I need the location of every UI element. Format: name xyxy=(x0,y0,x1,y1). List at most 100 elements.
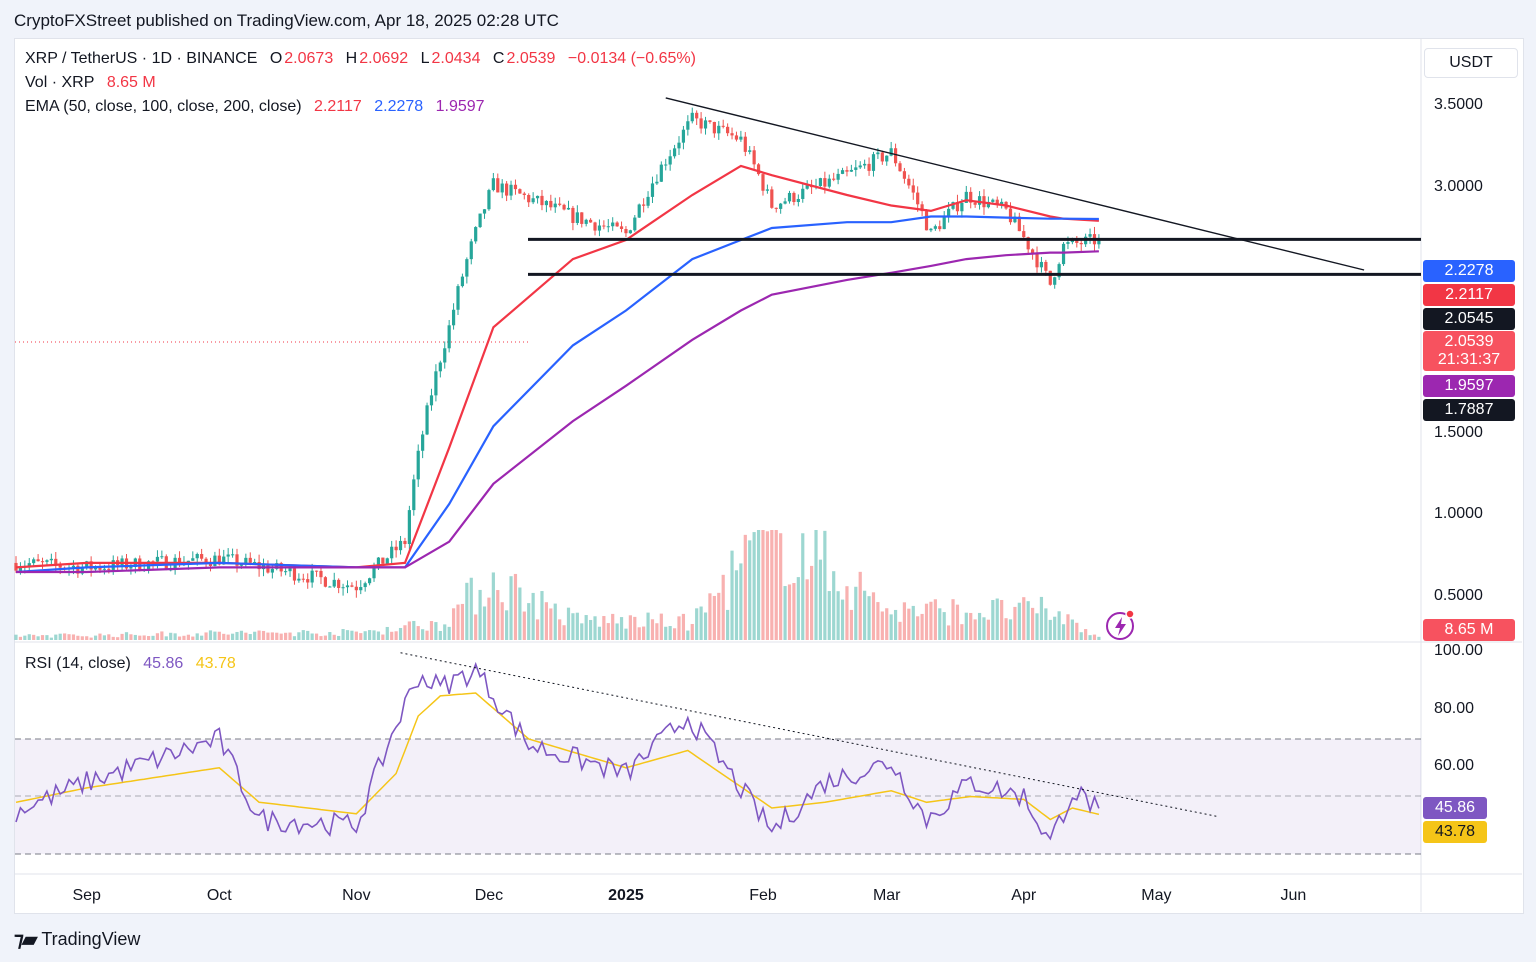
volume-bar xyxy=(761,530,765,640)
volume-bar xyxy=(217,631,221,640)
candle-body xyxy=(301,578,305,580)
candle-body xyxy=(655,181,659,184)
volume-bar xyxy=(40,635,45,640)
volume-bar xyxy=(986,619,990,640)
candle-body xyxy=(328,586,332,588)
ema50-badge: 2.2117 xyxy=(1423,284,1515,306)
candle-body xyxy=(306,579,310,583)
candle-body xyxy=(602,225,606,227)
candle-body xyxy=(995,199,999,205)
volume-bar xyxy=(991,600,995,640)
volume-bar xyxy=(398,627,403,640)
price-tick: 3.5000 xyxy=(1434,96,1483,113)
volume-bar xyxy=(558,619,562,640)
candle-body xyxy=(827,178,831,187)
volume-bar xyxy=(177,636,182,640)
candle-body xyxy=(45,560,49,562)
candle-body xyxy=(394,546,398,551)
volume-bar xyxy=(314,633,319,640)
candle-body xyxy=(871,154,876,171)
volume-bar xyxy=(124,632,129,640)
candle-body xyxy=(1066,242,1070,244)
volume-bar xyxy=(898,621,902,640)
volume-bar xyxy=(562,625,566,640)
volume-bar xyxy=(266,632,270,640)
candle-body xyxy=(76,565,80,574)
candle-body xyxy=(748,150,752,152)
rsi-tick: 100.00 xyxy=(1434,642,1483,659)
volume-bar xyxy=(465,582,469,640)
volume-bar xyxy=(195,633,199,640)
candle-body xyxy=(284,571,288,573)
candle-body xyxy=(624,228,628,234)
chart-frame[interactable] xyxy=(14,38,1524,914)
volume-bar xyxy=(659,613,663,640)
candle-body xyxy=(1008,208,1013,223)
currency-selector[interactable]: USDT xyxy=(1424,48,1518,78)
candle-body xyxy=(1044,261,1048,271)
candle-body xyxy=(421,434,425,451)
volume-bar xyxy=(89,637,93,640)
candle-body xyxy=(650,183,655,197)
volume-bar xyxy=(425,630,429,640)
candle-body xyxy=(275,563,279,569)
candle-body xyxy=(734,135,739,140)
volume-bar xyxy=(270,632,274,640)
volume-bar xyxy=(186,634,190,640)
volume-bar xyxy=(49,637,53,640)
candle-body xyxy=(288,568,292,572)
volume-bar xyxy=(1075,622,1079,640)
volume-bar xyxy=(1022,597,1026,640)
time-label: Nov xyxy=(342,887,370,904)
candle-body xyxy=(230,554,235,556)
candle-body xyxy=(438,362,442,372)
candle-body xyxy=(955,202,960,212)
volume-bar xyxy=(284,632,288,640)
candle-body xyxy=(774,207,778,209)
candle-body xyxy=(323,577,327,587)
volume-bar xyxy=(36,636,40,640)
volume-bar xyxy=(1053,616,1057,640)
volume-bar xyxy=(239,630,244,640)
lightning-icon[interactable] xyxy=(1106,609,1135,640)
candle-body xyxy=(544,200,548,206)
volume-bar xyxy=(544,602,548,640)
candle-body xyxy=(332,579,336,587)
candle-body xyxy=(1022,231,1026,238)
price-trendline xyxy=(665,97,1365,271)
candle-body xyxy=(429,395,434,406)
candlesticks xyxy=(14,107,1101,598)
candle-body xyxy=(765,189,769,191)
rsi-ma-badge: 43.78 xyxy=(1423,821,1487,843)
volume-bar xyxy=(717,592,721,640)
volume-bar xyxy=(1004,618,1008,640)
candle-body xyxy=(854,167,858,170)
volume-bar xyxy=(1066,614,1070,640)
candle-body xyxy=(1061,243,1066,265)
volume-bar xyxy=(447,626,451,640)
candle-body xyxy=(991,199,995,202)
candle-body xyxy=(885,155,889,162)
tradingview-logo[interactable]: ⁊▰ TradingView xyxy=(14,929,141,951)
time-label: Jun xyxy=(1280,887,1306,904)
candle-body xyxy=(699,118,703,129)
volume-bar xyxy=(942,612,946,640)
candle-body xyxy=(553,203,557,208)
candle-body xyxy=(368,578,372,584)
ema200-badge: 1.9597 xyxy=(1423,375,1515,397)
candle-body xyxy=(1026,237,1030,250)
volume-bar xyxy=(496,590,500,640)
volume-bar xyxy=(98,633,102,640)
volume-bar xyxy=(1031,607,1035,640)
volume-bar xyxy=(827,591,831,640)
candle-body xyxy=(32,559,36,564)
candle-body xyxy=(1013,216,1017,223)
candle-body xyxy=(836,173,840,180)
candle-body xyxy=(160,556,164,558)
candle-body xyxy=(403,540,407,545)
candle-body xyxy=(690,112,694,122)
volume-bar xyxy=(589,619,593,640)
volume-bar xyxy=(518,587,522,640)
ema-line xyxy=(16,250,1099,574)
